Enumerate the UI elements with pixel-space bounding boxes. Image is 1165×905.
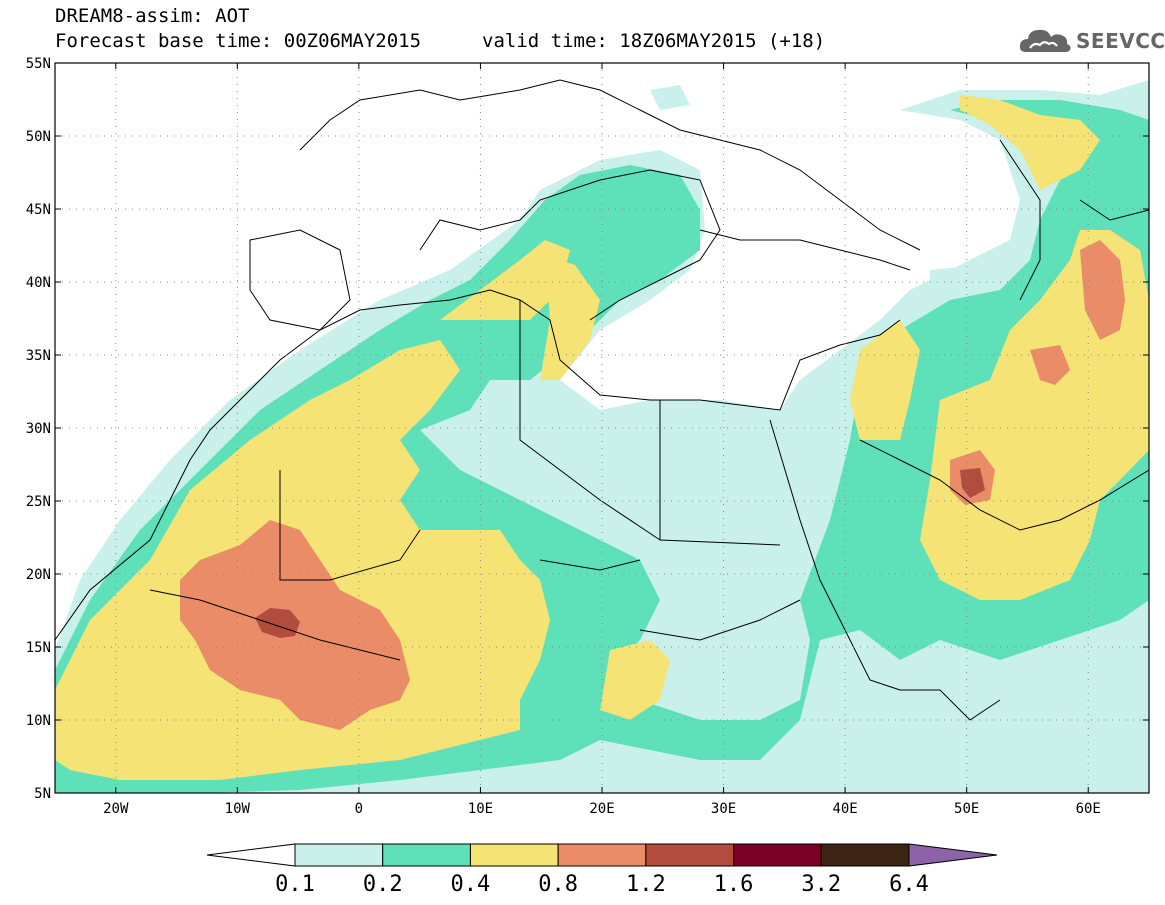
- colorbar-box: [294, 843, 384, 867]
- lon-label: 10E: [468, 801, 493, 817]
- lat-label: 35N: [26, 348, 51, 364]
- lat-label: 55N: [26, 56, 51, 72]
- seevccc-logo: SEEVCCC: [1018, 26, 1165, 56]
- lon-label: 60E: [1076, 801, 1101, 817]
- aot-contours: [55, 80, 1149, 793]
- lon-label: 10W: [225, 801, 251, 817]
- lon-label: 0: [355, 801, 363, 817]
- colorbar-box: [820, 843, 910, 867]
- colorbar-box: [557, 843, 647, 867]
- lat-label: 10N: [26, 713, 51, 729]
- colorbar-label: 0.8: [538, 872, 578, 897]
- colorbar-label: 6.4: [889, 872, 929, 897]
- lat-label: 45N: [26, 202, 51, 218]
- lat-label: 50N: [26, 129, 51, 145]
- aot-level-1.2: [255, 468, 985, 638]
- cloud-icon: [1019, 29, 1071, 52]
- colorbar-label: 3.2: [801, 872, 841, 897]
- colorbar-arrow-high: [908, 843, 998, 867]
- lon-label: 50E: [954, 801, 979, 817]
- lat-label: 5N: [34, 786, 51, 802]
- colorbar-box: [469, 843, 559, 867]
- forecast-base-time: Forecast base time: 00Z06MAY2015: [55, 30, 422, 52]
- longitude-labels: 20W 10W 0 10E 20E 30E 40E 50E 60E: [103, 801, 1101, 817]
- lat-label: 20N: [26, 567, 51, 583]
- lat-label: 15N: [26, 640, 51, 656]
- colorbar-label: 0.4: [451, 872, 491, 897]
- map-grid: [55, 63, 1149, 793]
- lat-label: 25N: [26, 494, 51, 510]
- colorbar-box: [645, 843, 735, 867]
- latitude-labels: 55N 50N 45N 40N 35N 30N 25N 20N 15N 10N 5N: [26, 56, 51, 802]
- map-title: DREAM8-assim: AOT: [55, 5, 250, 27]
- colorbar: [206, 843, 998, 867]
- lon-label: 40E: [832, 801, 857, 817]
- lat-label: 30N: [26, 421, 51, 437]
- lon-label: 30E: [711, 801, 736, 817]
- colorbar-label: 1.6: [714, 872, 754, 897]
- axis-ticks: [55, 62, 1149, 794]
- colorbar-label: 0.2: [363, 872, 403, 897]
- colorbar-box: [382, 843, 471, 867]
- colorbar-label: 1.2: [626, 872, 666, 897]
- lon-label: 20E: [589, 801, 614, 817]
- valid-time: valid time: 18Z06MAY2015 (+18): [482, 30, 826, 52]
- lat-label: 40N: [26, 275, 51, 291]
- logo-text: SEEVCCC: [1076, 29, 1165, 53]
- colorbar-arrow-low: [206, 843, 296, 867]
- coastlines-borders: [55, 79, 1149, 721]
- colorbar-labels: 0.1 0.2 0.4 0.8 1.2 1.6 3.2 6.4: [275, 872, 929, 897]
- lon-label: 20W: [103, 801, 129, 817]
- colorbar-box: [733, 843, 822, 867]
- colorbar-label: 0.1: [275, 872, 315, 897]
